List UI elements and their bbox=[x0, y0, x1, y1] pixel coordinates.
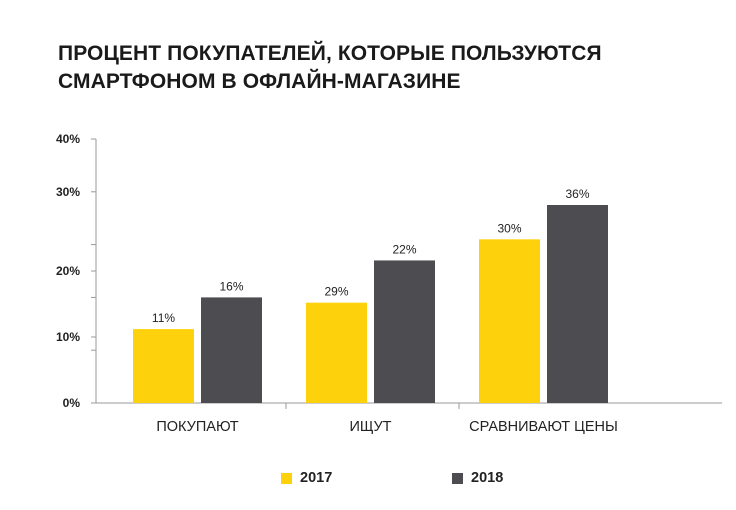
chart-title-line-2: СМАРТФОНОМ В ОФЛАЙН-МАГАЗИНЕ bbox=[58, 70, 461, 93]
data-label-2018-1: 16% bbox=[219, 279, 243, 293]
bar-2017-2 bbox=[306, 302, 367, 403]
data-label-2018-3: 36% bbox=[565, 187, 589, 201]
x-axis-categories: ПОКУПАЮТ ИЩУТ СРАВНИВАЮТ ЦЕНЫ bbox=[156, 419, 618, 435]
data-label-2017-3: 30% bbox=[497, 221, 521, 235]
x-category-label: СРАВНИВАЮТ ЦЕНЫ bbox=[469, 419, 618, 435]
legend-swatch-2018 bbox=[452, 472, 463, 484]
data-label-2018-2: 22% bbox=[392, 242, 416, 256]
legend: 2017 2018 bbox=[0, 470, 736, 492]
legend-swatch-2017 bbox=[281, 472, 292, 484]
legend-item-2018: 2018 bbox=[452, 470, 503, 486]
chart-title-line-1: ПРОЦЕНТ ПОКУПАТЕЛЕЙ, КОТОРЫЕ ПОЛЬЗУЮТСЯ bbox=[58, 42, 602, 65]
bar-2018-3 bbox=[547, 205, 608, 403]
x-category-label: ПОКУПАЮТ bbox=[156, 419, 238, 435]
legend-label-2018: 2018 bbox=[471, 470, 504, 486]
y-tick-label: 40% bbox=[56, 132, 80, 146]
legend-label-2017: 2017 bbox=[300, 470, 333, 486]
legend-item-2017: 2017 bbox=[281, 470, 332, 486]
y-tick-label: 10% bbox=[56, 330, 80, 344]
chart-title: ПРОЦЕНТ ПОКУПАТЕЛЕЙ, КОТОРЫЕ ПОЛЬЗУЮТСЯ … bbox=[58, 40, 658, 96]
y-tick-label: 0% bbox=[63, 396, 81, 410]
bars bbox=[133, 205, 608, 403]
y-axis-ticks: 40% 30% 20% 10% 0% bbox=[56, 132, 96, 410]
x-category-label: ИЩУТ bbox=[349, 419, 391, 435]
bar-2017-1 bbox=[133, 329, 194, 403]
y-tick-label: 20% bbox=[56, 264, 80, 278]
bar-2017-3 bbox=[479, 239, 540, 403]
bar-2018-1 bbox=[201, 297, 262, 403]
y-tick-label: 30% bbox=[56, 185, 80, 199]
data-label-2017-2: 29% bbox=[324, 285, 348, 299]
bar-2018-2 bbox=[374, 260, 435, 403]
data-label-2017-1: 11% bbox=[152, 311, 175, 325]
data-labels: 11% 16% 29% 22% 30% 36% bbox=[152, 187, 590, 325]
